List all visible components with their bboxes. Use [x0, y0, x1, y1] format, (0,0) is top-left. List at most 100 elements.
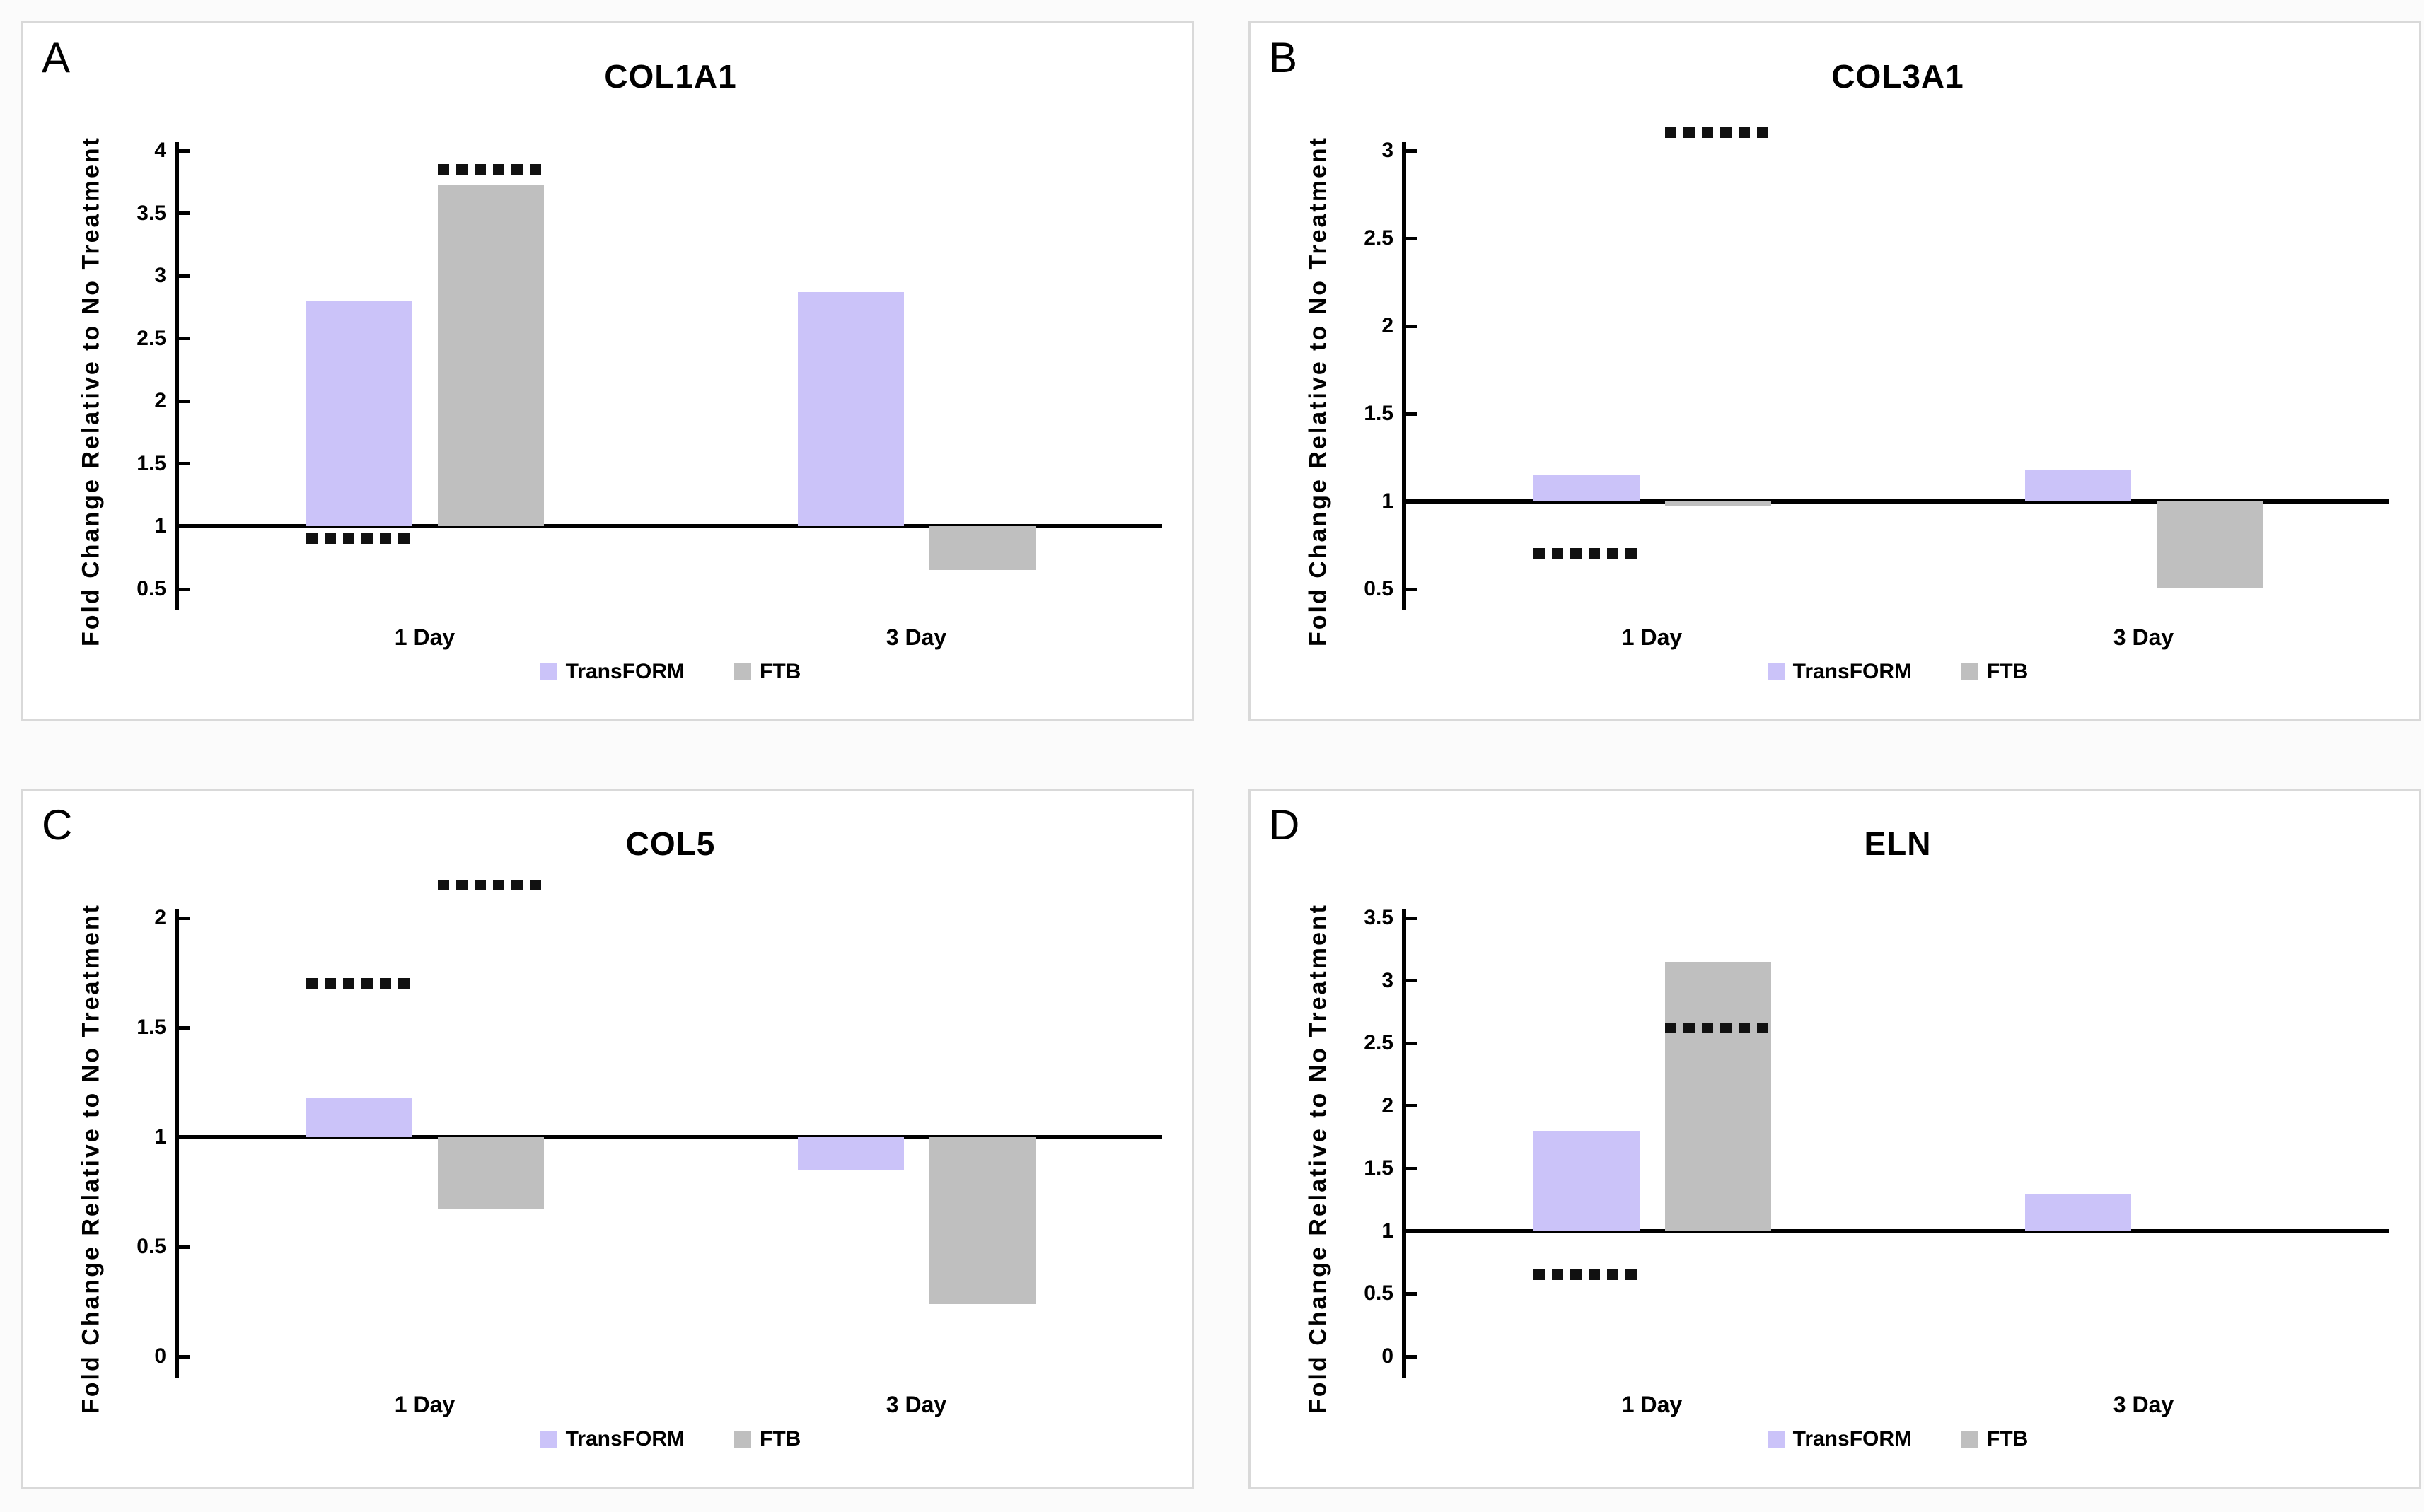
legend-item-transform: TransFORM	[1767, 660, 1913, 684]
y-axis-tick	[1406, 1291, 1417, 1296]
panel-c: C COL5 Fold Change Relative to No Treatm…	[21, 789, 1194, 1489]
y-tick-label: 3	[1381, 139, 1393, 162]
y-axis-tick	[1406, 324, 1417, 328]
y-axis-title: Fold Change Relative to No Treatment	[77, 903, 105, 1414]
y-axis-tick	[1406, 1104, 1417, 1108]
y-tick-label: 1.5	[137, 451, 166, 475]
legend-label: TransFORM	[1792, 1427, 1913, 1450]
panel-d: D ELN Fold Change Relative to No Treatme…	[1248, 789, 2421, 1489]
chart-title: COL1A1	[604, 58, 737, 95]
x-category-label: 3 Day	[886, 1392, 947, 1417]
y-tick-label: 2	[154, 389, 166, 413]
significance-marker	[437, 879, 544, 890]
panel-label: C	[42, 801, 73, 849]
y-tick-label: 0	[154, 1344, 166, 1368]
bar-transform-1-day	[306, 301, 412, 527]
bar-ftb-3-day	[2156, 501, 2263, 588]
bar-transform-3-day	[797, 292, 904, 527]
y-axis-tick	[179, 337, 190, 341]
bar-ftb-1-day	[437, 1137, 544, 1210]
y-axis-tick	[179, 916, 190, 920]
legend: TransFORM FTB	[1406, 660, 2389, 684]
y-axis-tick	[179, 149, 190, 153]
y-axis-tick	[179, 587, 190, 591]
baseline-line	[179, 524, 1162, 529]
bar-transform-1-day	[1533, 475, 1640, 501]
x-category-label: 3 Day	[2113, 624, 2174, 650]
x-category-label: 3 Day	[886, 624, 947, 650]
y-axis-tick	[1406, 236, 1417, 240]
y-tick-label: 1.5	[137, 1016, 166, 1039]
bar-ftb-3-day	[929, 1137, 1036, 1304]
panel-label: D	[1269, 801, 1300, 849]
bar-transform-3-day	[2024, 1193, 2131, 1231]
plot-area: 0.5 1 1.5 2 2.5 3 1 Day 3 Day	[1364, 127, 2389, 650]
chart-title: COL5	[625, 825, 716, 862]
y-axis-tick	[179, 1354, 190, 1359]
y-tick-label: 1.5	[1364, 1156, 1393, 1180]
y-axis-tick	[179, 211, 190, 216]
legend: TransFORM FTB	[179, 1427, 1162, 1451]
y-tick-label: 2	[154, 906, 166, 929]
significance-marker	[1664, 1022, 1771, 1033]
plot-area: 0.5 1 1.5 2 2.5 3 3.5 4 1 Day 3 Day	[137, 139, 1162, 650]
y-tick-label: 0.5	[137, 577, 166, 600]
legend-swatch-transform	[540, 663, 557, 680]
legend-swatch-transform	[1767, 1431, 1785, 1448]
chart-title: COL3A1	[1831, 58, 1964, 95]
legend-label: TransFORM	[1792, 660, 1913, 683]
legend-item-transform: TransFORM	[540, 1427, 685, 1451]
panel-label: B	[1269, 34, 1298, 81]
y-axis-title: Fold Change Relative to No Treatment	[1304, 136, 1332, 646]
y-axis-tick	[179, 399, 190, 403]
y-axis-tick	[1406, 1166, 1417, 1170]
legend-label: TransFORM	[565, 660, 685, 683]
bar-ftb-1-day	[1664, 962, 1771, 1231]
legend-item-ftb: FTB	[734, 1427, 801, 1451]
significance-marker	[1664, 127, 1771, 139]
x-category-label: 1 Day	[394, 1392, 456, 1417]
bar-transform-1-day	[1533, 1131, 1640, 1231]
y-axis-tick	[179, 1245, 190, 1249]
legend: TransFORM FTB	[1406, 1427, 2389, 1451]
y-axis-tick	[1406, 1041, 1417, 1045]
legend-swatch-ftb	[734, 1431, 752, 1448]
y-tick-label: 3	[154, 264, 166, 288]
legend-swatch-transform	[1767, 663, 1785, 680]
y-axis-tick	[1406, 1354, 1417, 1359]
legend-item-transform: TransFORM	[1767, 1427, 1913, 1451]
legend-label: TransFORM	[565, 1427, 685, 1450]
y-tick-label: 0.5	[1364, 577, 1393, 600]
baseline-line	[1406, 1228, 2389, 1233]
plot-area: 0 0.5 1 1.5 2 1 Day 3 Day	[137, 879, 1162, 1417]
legend-label: FTB	[760, 660, 801, 683]
significance-marker	[306, 978, 412, 989]
y-axis-tick	[1406, 916, 1417, 920]
y-axis-tick	[179, 462, 190, 466]
legend-item-ftb: FTB	[1961, 1427, 2028, 1451]
panel-a: A COL1A1 Fold Change Relative to No Trea…	[21, 21, 1194, 721]
legend-label: FTB	[1987, 660, 2029, 683]
y-tick-label: 1	[154, 1125, 166, 1148]
significance-marker	[437, 163, 544, 175]
y-tick-label: 1	[154, 514, 166, 538]
y-tick-label: 3.5	[137, 201, 166, 225]
y-axis-tick	[1406, 587, 1417, 591]
bar-ftb-3-day	[929, 526, 1036, 571]
legend-swatch-transform	[540, 1431, 557, 1448]
legend-swatch-ftb	[1961, 663, 1979, 680]
chart-title: ELN	[1864, 825, 1932, 862]
bar-ftb-1-day	[437, 184, 544, 527]
legend-item-ftb: FTB	[734, 660, 801, 684]
bar-ftb-1-day	[1664, 501, 1771, 507]
x-category-label: 1 Day	[1621, 1392, 1683, 1417]
legend-swatch-ftb	[1961, 1431, 1979, 1448]
y-tick-label: 1	[1381, 1219, 1393, 1243]
x-category-label: 1 Day	[1621, 624, 1683, 650]
significance-marker	[1533, 548, 1640, 559]
bar-transform-3-day	[2024, 470, 2131, 501]
y-axis-line	[1402, 142, 1406, 610]
y-tick-label: 1.5	[1364, 402, 1393, 425]
y-tick-label: 3.5	[1364, 906, 1393, 929]
legend: TransFORM FTB	[179, 660, 1162, 684]
